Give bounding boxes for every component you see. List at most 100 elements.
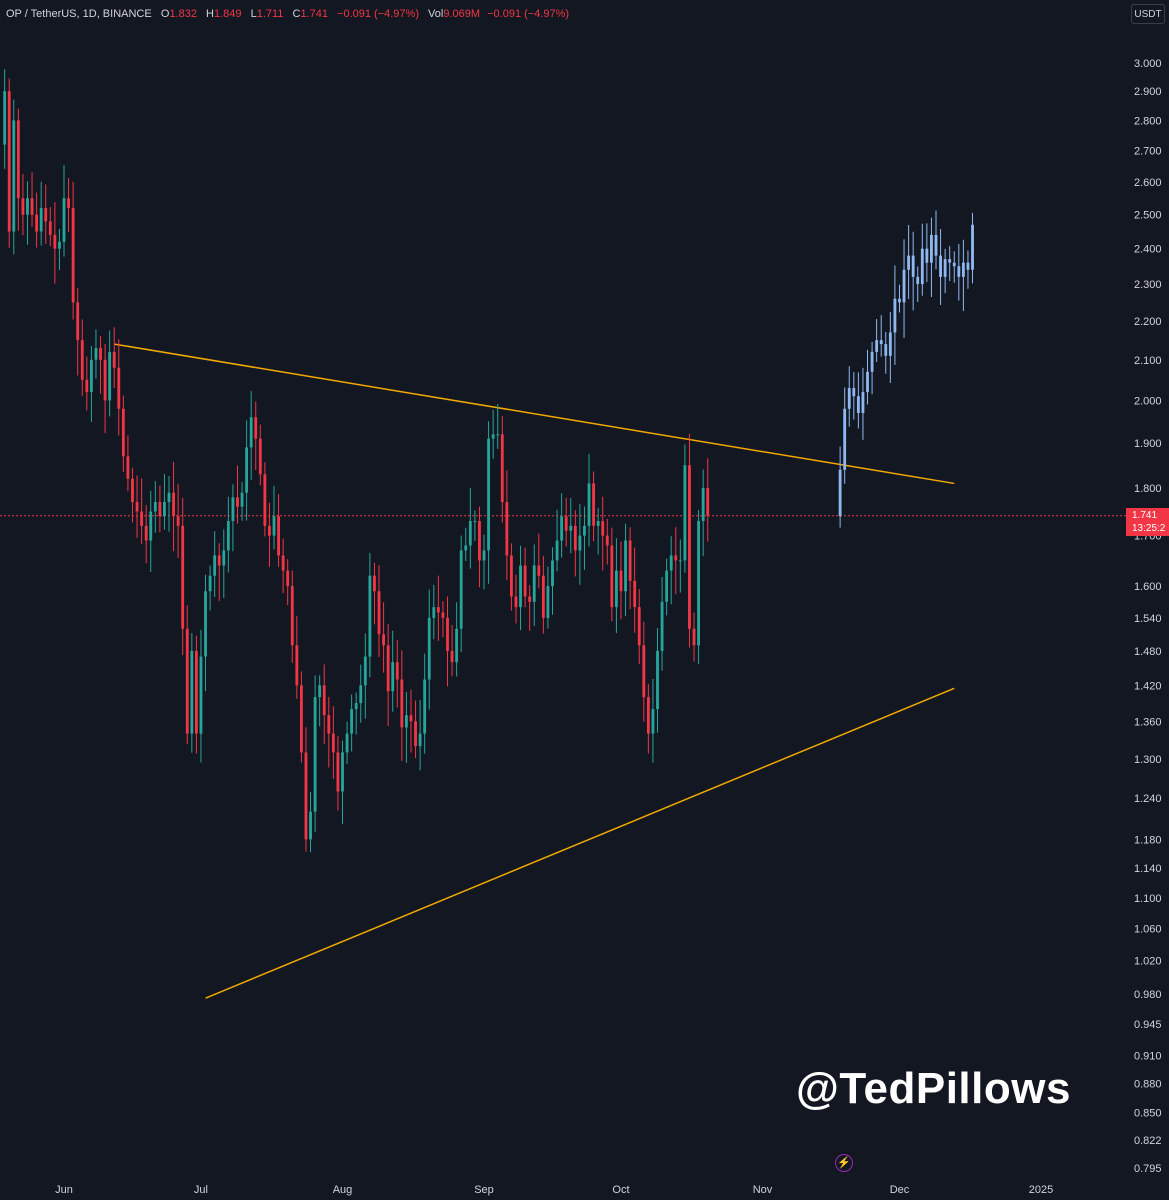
candle <box>500 415 504 523</box>
candle-body <box>117 367 121 409</box>
candle-body <box>345 733 349 753</box>
candle <box>245 420 249 521</box>
candle <box>665 558 669 616</box>
candle <box>669 536 673 605</box>
candle-body <box>16 120 20 199</box>
candle <box>3 69 7 169</box>
candle-body <box>263 474 267 526</box>
candle-body <box>683 465 687 561</box>
candle <box>496 404 500 449</box>
projection-candle <box>943 248 947 294</box>
candle <box>272 485 276 550</box>
price-tick-label: 2.100 <box>1134 355 1162 367</box>
close-label: C <box>292 8 301 20</box>
candle <box>509 543 513 611</box>
candle <box>204 574 207 692</box>
projection-candle <box>934 210 938 270</box>
candle <box>258 424 262 486</box>
projection-candle <box>847 366 851 427</box>
candle-body <box>39 208 43 232</box>
price-tick-label: 0.945 <box>1134 1019 1162 1031</box>
candle-body <box>619 570 623 592</box>
candle-body <box>181 525 185 629</box>
candle-body <box>363 656 367 686</box>
candle-body <box>916 276 920 285</box>
lightning-bolt-icon[interactable]: ⚡ <box>835 1154 853 1172</box>
candle-body <box>213 555 217 576</box>
candle <box>628 527 632 610</box>
candle-body <box>190 650 194 734</box>
candle-body <box>153 502 157 512</box>
candle-body <box>898 298 901 303</box>
candle <box>578 504 582 585</box>
candle-body <box>89 359 93 393</box>
candle <box>450 624 454 677</box>
candle <box>231 484 235 552</box>
candle-body <box>605 535 609 546</box>
candle-body <box>596 521 600 526</box>
candle <box>268 502 271 567</box>
candle-body <box>12 120 16 232</box>
price-tick-label: 1.480 <box>1134 646 1162 658</box>
candle-body <box>866 371 869 393</box>
candle-body <box>359 685 363 704</box>
price-tick-label: 1.800 <box>1134 483 1162 495</box>
candle <box>62 165 66 257</box>
price-axis[interactable]: 3.000 2.900 2.800 2.700 2.600 2.500 2.400 2.300… <box>1134 58 1162 1175</box>
candle-body <box>30 198 34 215</box>
candle-body <box>847 387 851 409</box>
candle-body <box>610 545 614 608</box>
candle <box>331 706 335 779</box>
candle-body <box>674 555 678 561</box>
candle-body <box>176 516 180 526</box>
time-axis[interactable]: Jun Jul Aug Sep Oct Nov Dec 2025 <box>55 1184 1053 1196</box>
candle-body <box>268 525 271 536</box>
candle <box>587 453 591 547</box>
candle <box>674 527 678 595</box>
candle <box>176 483 180 558</box>
candle <box>619 541 623 620</box>
candle-body <box>560 516 564 541</box>
price-tick-label: 1.900 <box>1134 438 1162 450</box>
candle-body <box>99 347 102 360</box>
candle <box>678 539 682 593</box>
candle <box>468 487 472 569</box>
candle <box>131 467 134 523</box>
candle-body <box>377 591 381 635</box>
candle-body <box>952 262 956 267</box>
candle-body <box>473 521 477 523</box>
trendline <box>114 343 955 485</box>
candle-body <box>505 502 509 556</box>
candle <box>601 496 605 571</box>
candle-body <box>925 248 929 263</box>
price-tick-label: 0.910 <box>1134 1051 1162 1063</box>
candle <box>377 565 381 657</box>
symbol-title: OP / TetherUS, 1D, BINANCE <box>6 8 152 20</box>
candle <box>363 633 367 719</box>
projection-candle <box>893 265 897 365</box>
candle <box>304 727 308 852</box>
candle <box>80 319 84 396</box>
candle <box>149 490 153 573</box>
candle-body <box>58 241 61 249</box>
candle <box>505 470 509 580</box>
candle-body <box>354 703 358 710</box>
candle-body <box>573 525 577 551</box>
price-tick-label: 0.880 <box>1134 1078 1162 1090</box>
candle <box>455 602 459 677</box>
candle-body <box>957 266 961 277</box>
candle <box>482 534 486 590</box>
candle-body <box>313 697 317 812</box>
currency-unit-button[interactable]: USDT <box>1131 4 1165 24</box>
candle-body <box>272 516 276 536</box>
candle-body <box>496 434 500 436</box>
candle-body <box>208 575 212 592</box>
candle <box>404 691 408 763</box>
candle <box>491 409 495 459</box>
candle <box>373 562 376 625</box>
candle <box>163 473 166 530</box>
price-tick-label: 1.180 <box>1134 834 1162 846</box>
price-tick-label: 1.140 <box>1134 863 1162 875</box>
candle <box>39 181 43 246</box>
